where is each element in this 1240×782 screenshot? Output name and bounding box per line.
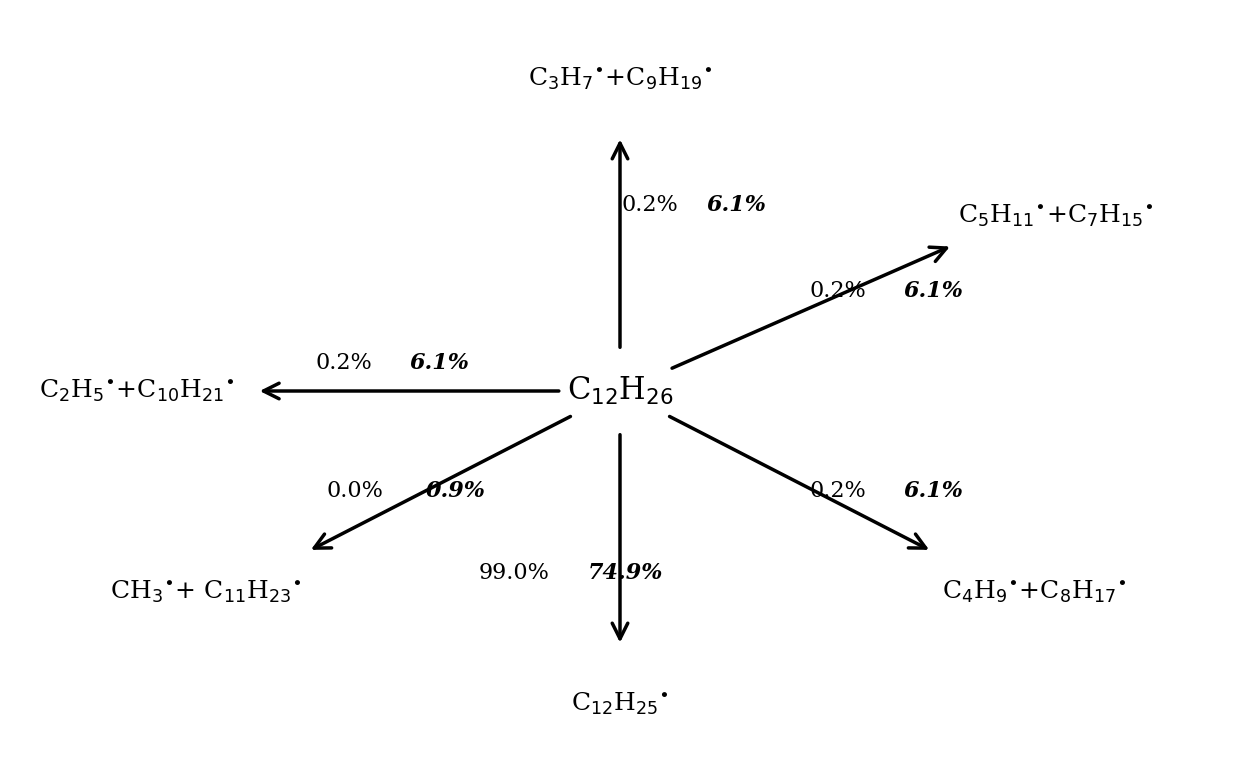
Text: C$_{12}$H$_{25}$$^{\bullet}$: C$_{12}$H$_{25}$$^{\bullet}$ — [572, 691, 668, 716]
Text: 6.1%: 6.1% — [903, 480, 963, 502]
Text: 0.2%: 0.2% — [315, 352, 372, 374]
Text: C$_{12}$H$_{26}$: C$_{12}$H$_{26}$ — [567, 375, 673, 407]
Text: 74.9%: 74.9% — [588, 562, 663, 584]
Text: 6.1%: 6.1% — [707, 194, 766, 216]
Text: CH$_3$$^{\bullet}$+ C$_{11}$H$_{23}$$^{\bullet}$: CH$_3$$^{\bullet}$+ C$_{11}$H$_{23}$$^{\… — [110, 579, 301, 605]
Text: C$_5$H$_{11}$$^{\bullet}$+C$_7$H$_{15}$$^{\bullet}$: C$_5$H$_{11}$$^{\bullet}$+C$_7$H$_{15}$$… — [957, 203, 1153, 229]
Text: 6.1%: 6.1% — [903, 280, 963, 302]
Text: 0.2%: 0.2% — [810, 480, 866, 502]
Text: C$_4$H$_9$$^{\bullet}$+C$_8$H$_{17}$$^{\bullet}$: C$_4$H$_9$$^{\bullet}$+C$_8$H$_{17}$$^{\… — [942, 579, 1126, 605]
Text: 0.2%: 0.2% — [810, 280, 866, 302]
Text: 0.2%: 0.2% — [621, 194, 678, 216]
Text: 6.1%: 6.1% — [409, 352, 470, 374]
Text: 99.0%: 99.0% — [479, 562, 549, 584]
Text: 0.0%: 0.0% — [326, 480, 383, 502]
Text: C$_2$H$_5$$^{\bullet}$+C$_{10}$H$_{21}$$^{\bullet}$: C$_2$H$_5$$^{\bullet}$+C$_{10}$H$_{21}$$… — [40, 378, 234, 404]
Text: 0.9%: 0.9% — [425, 480, 485, 502]
Text: C$_3$H$_7$$^{\bullet}$+C$_9$H$_{19}$$^{\bullet}$: C$_3$H$_7$$^{\bullet}$+C$_9$H$_{19}$$^{\… — [528, 66, 712, 91]
